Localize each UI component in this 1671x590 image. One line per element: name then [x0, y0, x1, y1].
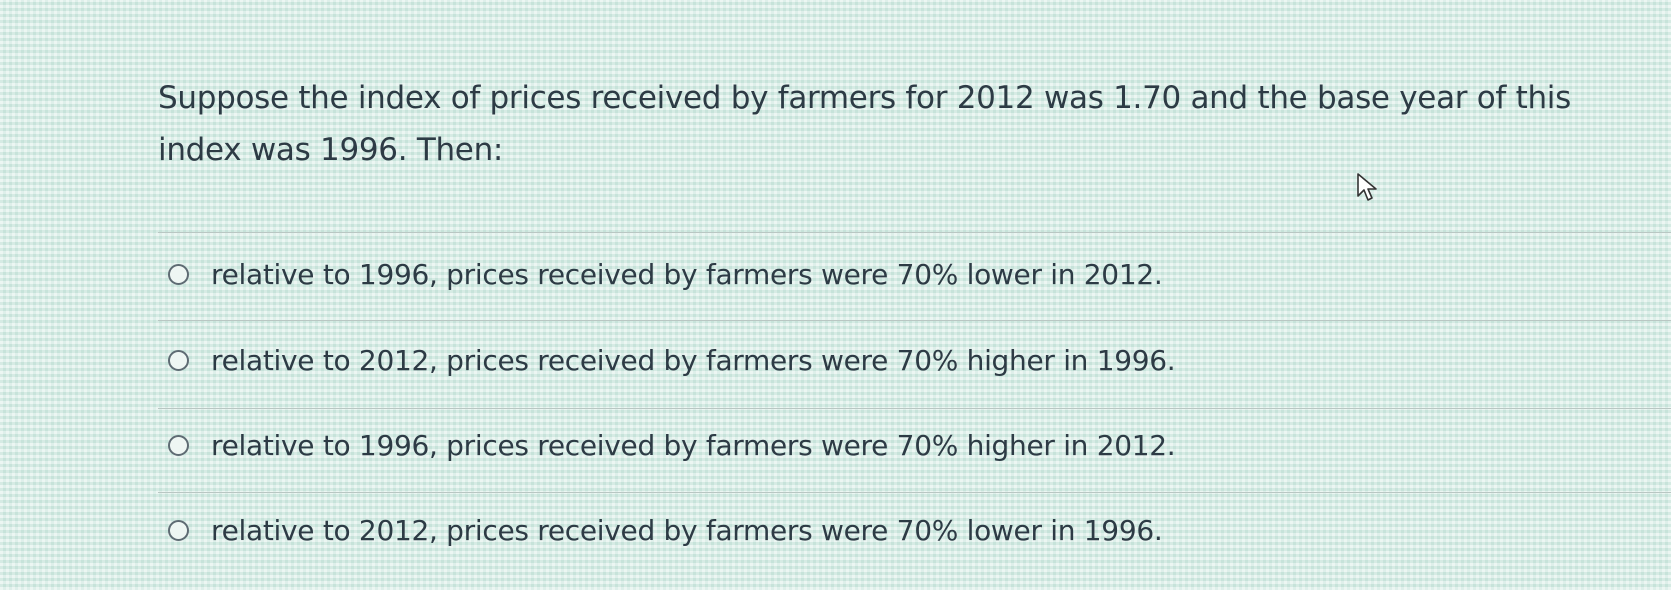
option-label[interactable]: relative to 1996, prices received by far… [211, 257, 1163, 291]
separator [158, 232, 1671, 233]
option-label[interactable]: relative to 2012, prices received by far… [211, 513, 1163, 547]
separator [158, 492, 1671, 493]
separator [158, 408, 1671, 409]
radio-button[interactable] [168, 263, 189, 285]
separator [158, 320, 1671, 321]
radio-button[interactable] [168, 519, 189, 541]
mouse-cursor [1357, 173, 1377, 201]
answer-option[interactable]: relative to 1996, prices received by far… [168, 425, 1176, 465]
answer-option[interactable]: relative to 2012, prices received by far… [168, 510, 1163, 550]
option-label[interactable]: relative to 1996, prices received by far… [211, 428, 1176, 462]
answer-option[interactable]: relative to 2012, prices received by far… [168, 340, 1176, 380]
question-text: Suppose the index of prices received by … [158, 80, 1571, 168]
answer-option[interactable]: relative to 1996, prices received by far… [168, 254, 1163, 294]
radio-button[interactable] [168, 349, 189, 371]
radio-button[interactable] [168, 434, 189, 456]
option-label[interactable]: relative to 2012, prices received by far… [211, 343, 1176, 377]
